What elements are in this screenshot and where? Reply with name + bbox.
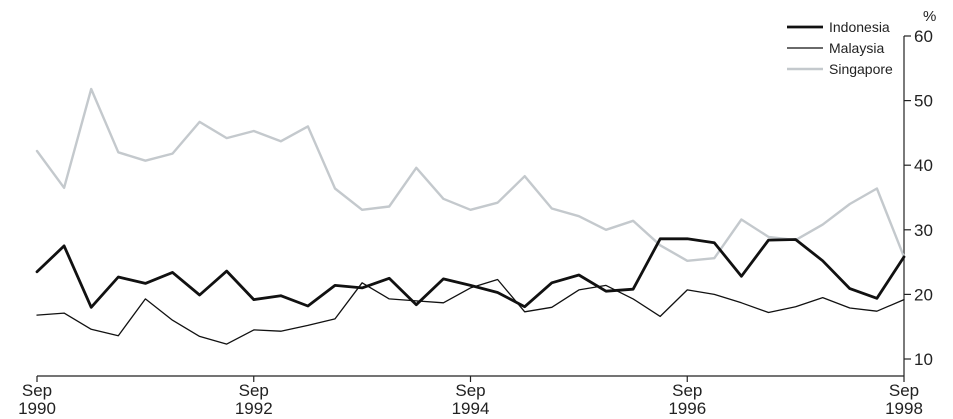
y-axis-unit-label: % bbox=[923, 8, 936, 25]
series-line-indonesia bbox=[35, 237, 906, 309]
series-line-malaysia bbox=[36, 278, 905, 345]
y-tick-label: 50 bbox=[914, 92, 933, 111]
legend-label-malaysia: Malaysia bbox=[829, 40, 884, 56]
x-tick-label-year: 1996 bbox=[668, 399, 706, 418]
series-lines bbox=[35, 87, 906, 345]
x-tick-label-month: Sep bbox=[672, 381, 702, 400]
x-tick-label-month: Sep bbox=[455, 381, 485, 400]
x-tick-label-year: 1990 bbox=[18, 399, 56, 418]
axes: Sep1990Sep1992Sep1994Sep1996Sep199810203… bbox=[18, 8, 936, 418]
x-tick-label-month: Sep bbox=[889, 381, 919, 400]
x-tick-label-month: Sep bbox=[239, 381, 269, 400]
x-tick-label-year: 1992 bbox=[235, 399, 273, 418]
y-tick-label: 40 bbox=[914, 156, 933, 175]
x-tick-label-year: 1998 bbox=[885, 399, 923, 418]
legend-label-singapore: Singapore bbox=[829, 61, 893, 77]
x-tick-label-month: Sep bbox=[22, 381, 52, 400]
series-line-singapore bbox=[35, 87, 906, 262]
x-tick-label-year: 1994 bbox=[452, 399, 490, 418]
y-tick-label: 20 bbox=[914, 285, 933, 304]
legend: Indonesia Malaysia Singapore bbox=[787, 19, 893, 77]
legend-label-indonesia: Indonesia bbox=[829, 19, 890, 35]
y-tick-label: 30 bbox=[914, 221, 933, 240]
y-tick-label: 60 bbox=[914, 27, 933, 46]
y-tick-label: 10 bbox=[914, 350, 933, 369]
